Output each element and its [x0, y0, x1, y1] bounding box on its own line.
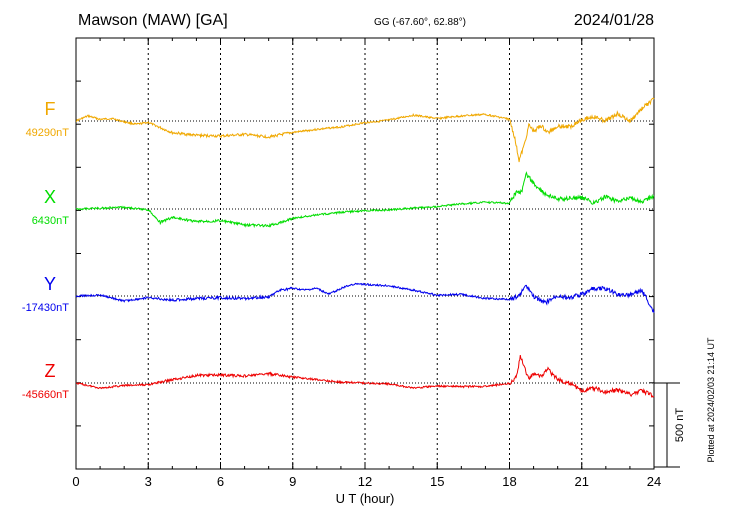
- series-label-z: Z: [45, 361, 56, 381]
- series-label-y: Y: [44, 274, 56, 294]
- minor-ticks: [75, 37, 655, 470]
- x-tick-label: 24: [647, 474, 661, 489]
- x-axis-label: U T (hour): [336, 491, 395, 506]
- x-tick-label: 6: [217, 474, 224, 489]
- vertical-gridlines: [75, 38, 655, 469]
- x-tick-label: 12: [358, 474, 372, 489]
- x-tick-label: 0: [72, 474, 79, 489]
- x-tick-label: 21: [575, 474, 589, 489]
- scale-bar: 500 nT: [654, 382, 686, 468]
- x-tick-label: 9: [289, 474, 296, 489]
- series-line-y: [75, 282, 655, 313]
- series-group: F 49290nT X 6430nT Y -17430nT Z -45660nT: [22, 97, 655, 401]
- baseline-label-f: 49290nT: [26, 127, 70, 139]
- series-label-f: F: [45, 99, 56, 119]
- x-tick-label: 3: [145, 474, 152, 489]
- x-tick-label: 18: [502, 474, 516, 489]
- baseline-label-z: -45660nT: [22, 389, 69, 401]
- baseline-label-y: -17430nT: [22, 302, 69, 314]
- series-line-x: [75, 171, 655, 229]
- coordinates-label: GG (-67.60°, 62.88°): [374, 17, 466, 28]
- station-title: Mawson (MAW) [GA]: [78, 12, 228, 29]
- date-label: 2024/01/28: [574, 12, 654, 29]
- baseline-label-x: 6430nT: [32, 215, 70, 227]
- x-tick-labels: 0 3 6 9 12 15 18 21 24: [72, 474, 661, 489]
- series-line-z: [75, 355, 655, 398]
- plotted-timestamp: Plotted at 2024/02/03 21:14 UT: [706, 337, 716, 463]
- scale-bar-label: 500 nT: [674, 408, 686, 443]
- series-label-x: X: [44, 187, 56, 207]
- series-line-f: [75, 97, 655, 163]
- x-tick-label: 15: [430, 474, 444, 489]
